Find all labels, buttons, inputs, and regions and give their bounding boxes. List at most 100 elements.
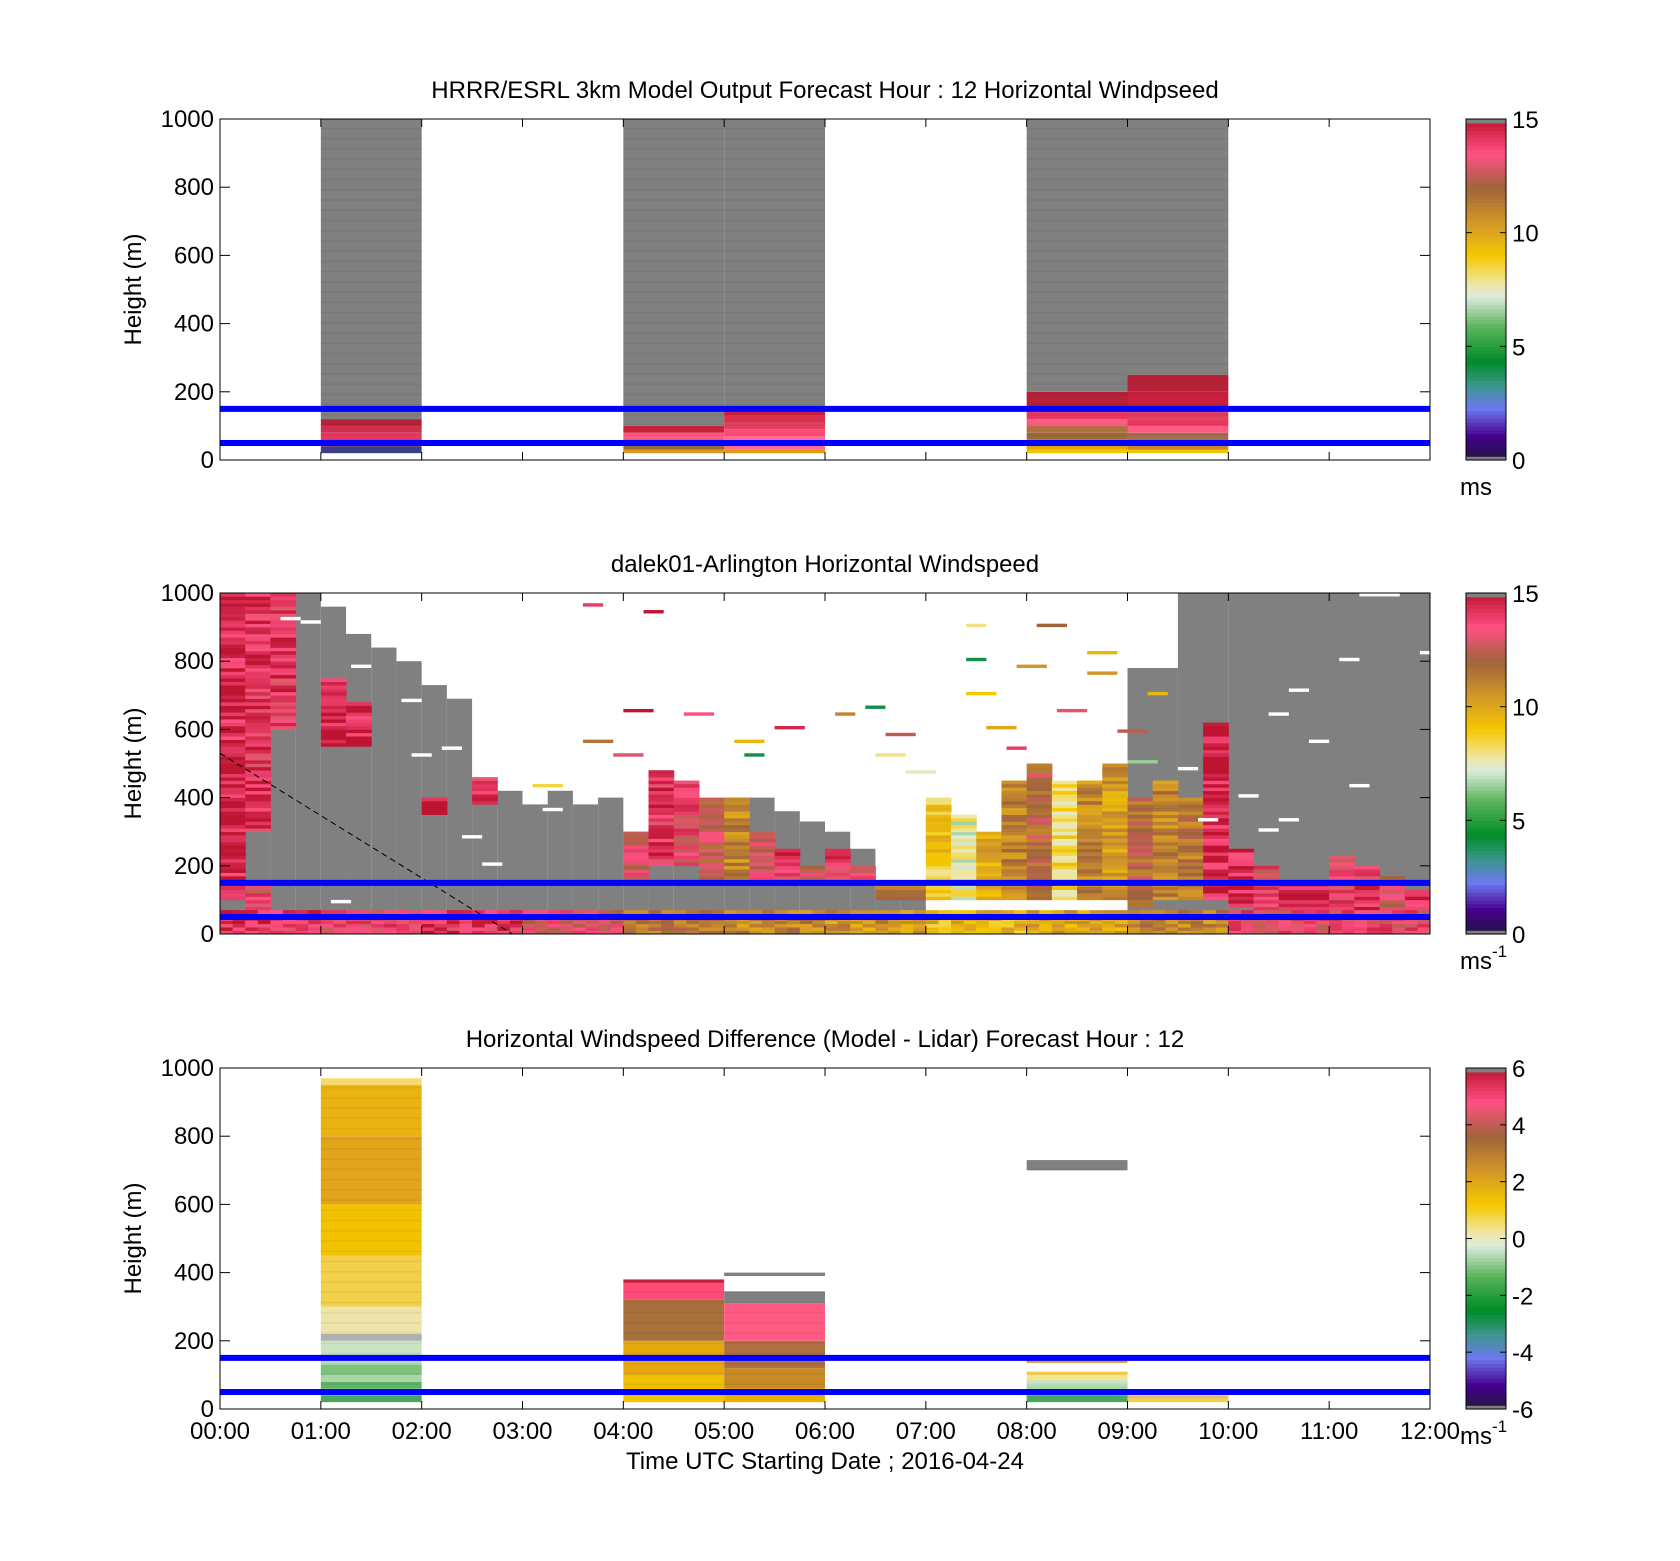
colorbar-cell <box>1466 880 1506 886</box>
lidar-cell <box>1253 889 1280 894</box>
lidar-cell <box>245 712 271 717</box>
lidar-cell <box>1165 920 1179 925</box>
lidar-cell <box>976 893 1002 897</box>
lidar-cell <box>787 930 801 934</box>
colorbar-cell <box>1466 763 1506 768</box>
lidar-cell <box>1051 821 1078 826</box>
colorbar-tick-label: 5 <box>1512 334 1525 361</box>
lidar-cell <box>1190 910 1204 914</box>
lidar-cell <box>270 722 297 727</box>
colorbar-cell <box>1466 206 1506 211</box>
lidar-cell <box>900 910 914 914</box>
lidar-cell <box>232 910 246 914</box>
colorbar-cell <box>1466 130 1506 135</box>
lidar-cell <box>245 613 271 618</box>
lidar-gap <box>542 807 563 812</box>
lidar-cell <box>220 797 246 802</box>
lidar-cell <box>270 674 297 679</box>
lidar-cell <box>1203 910 1217 914</box>
y-tick-label: 1000 <box>161 580 214 607</box>
lidar-cell <box>1140 927 1154 931</box>
cell-seg2-layer4 <box>724 1291 825 1304</box>
lidar-cell <box>724 811 750 815</box>
lidar-cell <box>535 920 549 925</box>
cell-seg0-layer4 <box>320 419 422 426</box>
lidar-cell <box>346 927 360 931</box>
lidar-cell <box>1001 807 1028 812</box>
lidar-gray-cell <box>472 783 498 934</box>
colorbar-cell <box>1466 1079 1506 1084</box>
lidar-cell <box>938 923 952 928</box>
lidar-cell <box>648 858 675 863</box>
lidar-cell <box>1278 906 1330 911</box>
lidar-cell <box>1253 903 1280 908</box>
lidar-cell <box>648 790 675 795</box>
cell-seg0-layer5 <box>320 119 422 420</box>
colorbar-cell <box>1466 1227 1506 1232</box>
colorbar-tick-label: 0 <box>1512 448 1525 475</box>
lidar-cell <box>1051 920 1065 925</box>
lidar-cell <box>220 637 246 642</box>
plot-area-1 <box>220 119 1430 460</box>
lidar-cell <box>1404 930 1418 934</box>
lidar-cell <box>724 807 750 812</box>
lidar-cell <box>1064 930 1078 934</box>
lidar-cell <box>245 705 271 710</box>
lidar-cell <box>245 650 271 655</box>
lidar-cell <box>320 695 347 700</box>
lidar-cell <box>245 722 271 727</box>
cell-seg0-layer4 <box>320 1364 422 1375</box>
colorbar-cell <box>1466 172 1506 177</box>
lidar-gap <box>462 835 483 839</box>
lidar-cell <box>1026 797 1053 802</box>
lidar-cell <box>1127 927 1141 931</box>
lidar-cell <box>220 729 246 734</box>
lidar-cell <box>1203 848 1229 853</box>
cell-stripe <box>1026 352 1128 355</box>
cell-stripe <box>623 383 725 385</box>
lidar-cell <box>270 910 284 914</box>
lidar-cell <box>270 725 297 730</box>
lidar-cell <box>698 807 725 812</box>
lidar-cell <box>1006 746 1027 750</box>
lidar-cell <box>396 927 410 931</box>
lidar-cell <box>1278 910 1292 914</box>
lidar-cell <box>925 896 952 901</box>
lidar-cell <box>245 801 271 805</box>
lidar-cell <box>1026 889 1053 894</box>
lidar-cell <box>648 831 675 836</box>
lidar-cell <box>623 930 637 934</box>
cell-stripe <box>724 1373 825 1375</box>
lidar-cell <box>270 603 297 607</box>
lidar-cell <box>1177 910 1192 914</box>
lidar-cell <box>648 852 675 856</box>
cell-seg1-layer4 <box>623 425 725 433</box>
colorbar-cell <box>1466 319 1506 325</box>
colorbar-cell <box>1466 683 1506 689</box>
lidar-cell <box>1329 865 1355 870</box>
lidar-cell <box>245 603 271 607</box>
lidar-cell <box>1077 886 1103 890</box>
lidar-cell <box>346 725 372 730</box>
lidar-cell <box>220 848 246 853</box>
lidar-cell <box>333 927 347 931</box>
cell-stripe <box>320 373 422 375</box>
lidar-cell <box>1102 927 1116 931</box>
lidar-cell <box>320 702 347 706</box>
lidar-cell <box>875 893 927 897</box>
lidar-cell <box>1354 930 1368 934</box>
lidar-cell <box>308 923 322 928</box>
lidar-cell <box>686 930 700 934</box>
lidar-cell <box>220 698 246 703</box>
colorbar-cell <box>1466 183 1506 188</box>
lidar-cell <box>245 698 271 703</box>
colorbar-cell <box>1466 782 1506 787</box>
cell-stripe <box>320 188 422 191</box>
cell-stripe <box>1026 188 1128 191</box>
cell-seg0-layer3 <box>320 425 422 433</box>
lidar-cell <box>724 872 750 877</box>
lidar-cell <box>837 920 851 925</box>
cell-stripe <box>1026 229 1128 232</box>
lidar-cell <box>1001 869 1028 873</box>
lidar-cell <box>1329 886 1355 890</box>
